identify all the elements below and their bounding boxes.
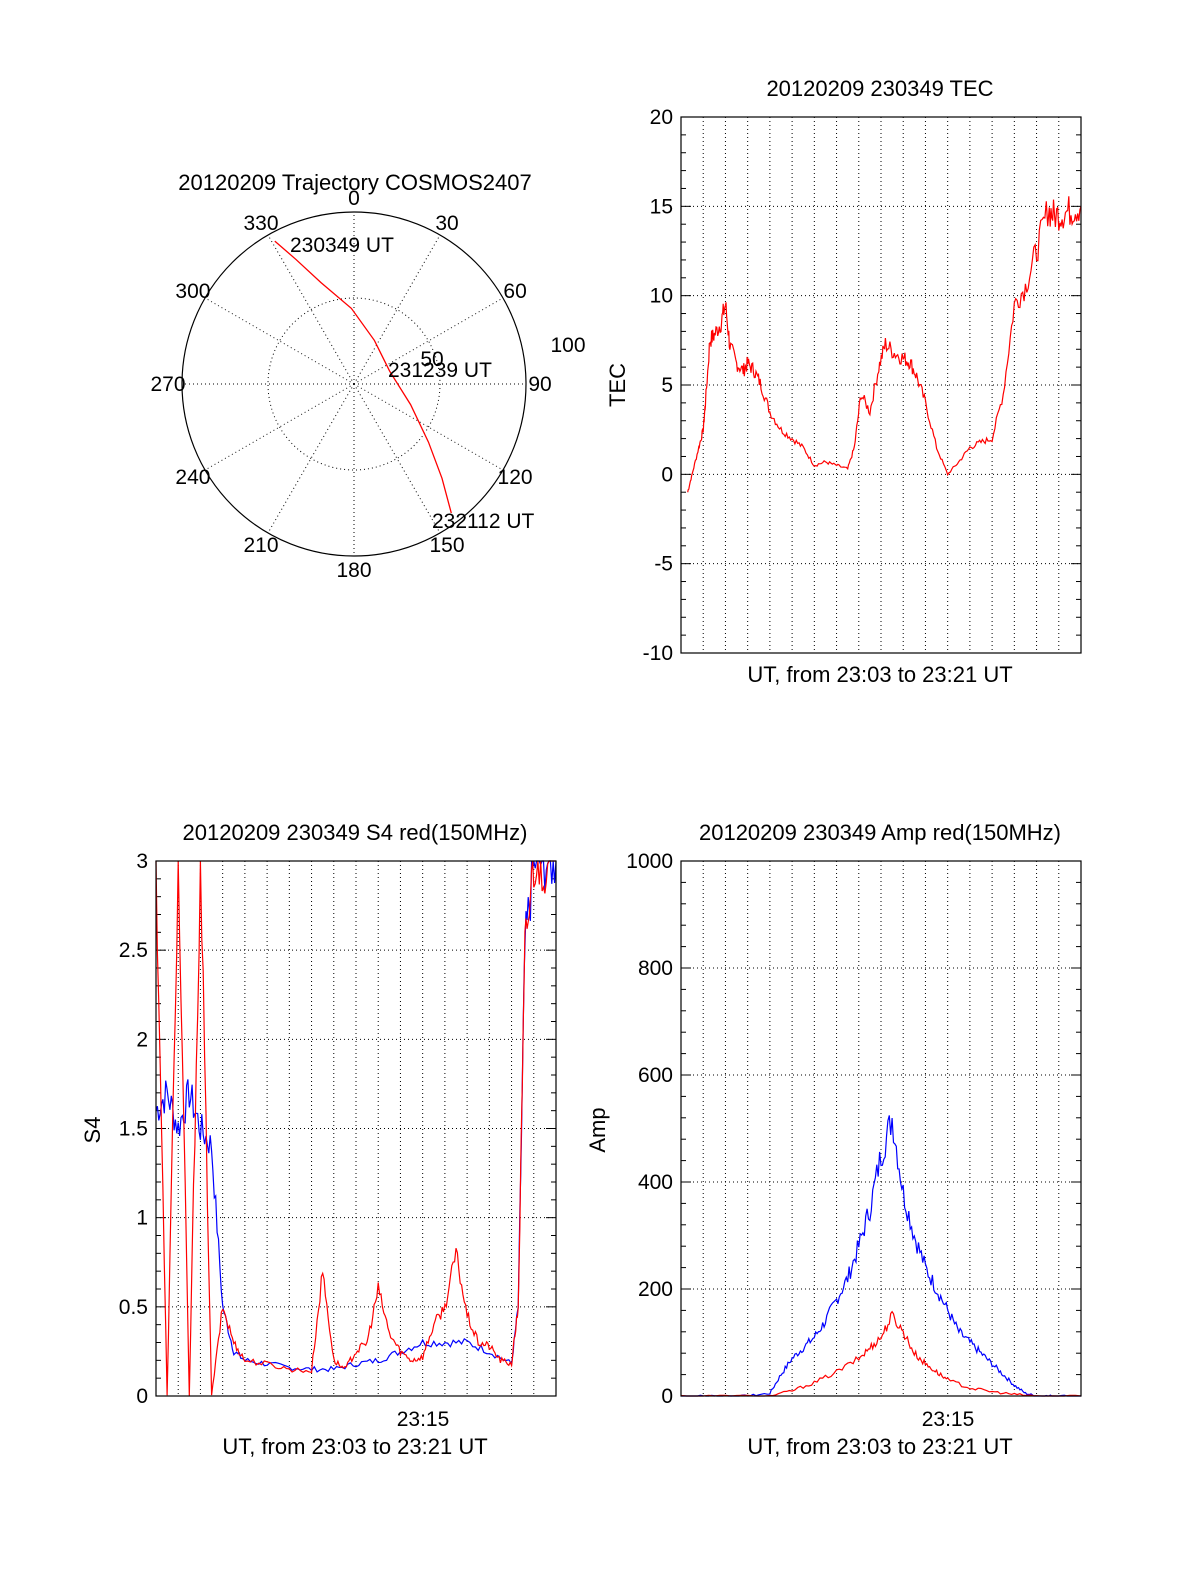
polar-spoke bbox=[353, 297, 504, 385]
polar-radial-label: 50 bbox=[420, 348, 443, 371]
s4-y-tick-label: 3 bbox=[136, 850, 148, 873]
polar-spoke bbox=[353, 383, 441, 534]
polar-outer-circle bbox=[181, 211, 527, 557]
polar-grid-circle bbox=[267, 297, 441, 471]
tec-series-line-1 bbox=[687, 196, 1082, 493]
tec-y-tick-label: 5 bbox=[661, 374, 673, 397]
polar-trajectory-chart: 20120209 Trajectory COSMOS2407 0 30 60 90 12… bbox=[150, 170, 585, 582]
amp-x-axis-label: UT, from 23:03 to 23:21 UT bbox=[747, 1434, 1012, 1459]
polar-angle-label: 300 bbox=[175, 280, 210, 303]
amp-plot-frame bbox=[680, 860, 1082, 1397]
polar-spoke bbox=[267, 383, 355, 534]
tec-y-axis-label: TEC bbox=[605, 363, 630, 407]
tec-y-tick-label: -5 bbox=[654, 553, 673, 576]
s4-plot-frame bbox=[155, 860, 557, 1397]
tec-title: 20120209 230349 TEC bbox=[766, 76, 993, 101]
amp-y-tick-label: 0 bbox=[661, 1385, 673, 1408]
s4-x-axis-label: UT, from 23:03 to 23:21 UT bbox=[222, 1434, 487, 1459]
tec-plot-frame bbox=[680, 116, 1082, 654]
polar-spoke bbox=[353, 383, 504, 471]
amp-chart: 20120209 230349 Amp red(150MHz) UT, from… bbox=[585, 820, 1082, 1459]
polar-angle-label: 60 bbox=[503, 280, 526, 303]
s4-y-tick-label: 1.5 bbox=[119, 1118, 148, 1141]
polar-annotation-start: 230349 UT bbox=[290, 234, 394, 257]
polar-angle-label: 150 bbox=[429, 534, 464, 557]
polar-annotation-mid: 231239 UT bbox=[388, 359, 492, 382]
amp-y-tick-label: 600 bbox=[638, 1064, 673, 1087]
polar-spoke bbox=[204, 297, 355, 385]
amp-y-tick-label: 800 bbox=[638, 957, 673, 980]
amp-x-tick-label: 23:15 bbox=[922, 1408, 975, 1431]
polar-angle-label: 210 bbox=[243, 534, 278, 557]
s4-chart: 20120209 230349 S4 red(150MHz) UT, from … bbox=[80, 820, 557, 1459]
s4-title: 20120209 230349 S4 red(150MHz) bbox=[183, 820, 528, 845]
tec-chart: 20120209 230349 TEC UT, from 23:03 to 23… bbox=[605, 76, 1082, 687]
polar-angle-label: 120 bbox=[498, 466, 533, 489]
s4-y-tick-label: 0 bbox=[136, 1385, 148, 1408]
s4-y-tick-label: 1 bbox=[136, 1207, 148, 1230]
tec-y-tick-label: 10 bbox=[650, 285, 673, 308]
s4-series-line-2 bbox=[155, 860, 556, 1397]
tec-y-tick-label: 15 bbox=[650, 195, 673, 218]
polar-spoke bbox=[267, 234, 355, 385]
amp-title: 20120209 230349 Amp red(150MHz) bbox=[699, 820, 1061, 845]
polar-spoke bbox=[204, 383, 355, 471]
polar-angle-label: 30 bbox=[435, 212, 458, 235]
polar-spoke bbox=[353, 234, 441, 385]
polar-angle-label: 270 bbox=[150, 373, 185, 396]
tec-y-tick-label: 20 bbox=[650, 106, 673, 129]
s4-y-axis-label: S4 bbox=[80, 1117, 105, 1144]
polar-trajectory-line bbox=[274, 240, 452, 514]
polar-angle-label: 240 bbox=[175, 466, 210, 489]
tec-y-tick-label: -10 bbox=[643, 642, 673, 665]
polar-radial-label: 100 bbox=[550, 334, 585, 357]
polar-angle-label: 0 bbox=[348, 187, 360, 210]
s4-y-tick-label: 2.5 bbox=[119, 939, 148, 962]
polar-angle-label: 330 bbox=[243, 212, 278, 235]
s4-x-tick-label: 23:15 bbox=[397, 1408, 450, 1431]
amp-series-line-2 bbox=[680, 1310, 1082, 1397]
polar-angle-label: 90 bbox=[528, 373, 551, 396]
s4-y-tick-label: 0.5 bbox=[119, 1296, 148, 1319]
amp-series-line-1 bbox=[680, 1115, 1081, 1397]
tec-x-axis-label: UT, from 23:03 to 23:21 UT bbox=[747, 662, 1012, 687]
amp-y-tick-label: 1000 bbox=[626, 850, 673, 873]
polar-title: 20120209 Trajectory COSMOS2407 bbox=[178, 170, 531, 195]
amp-y-axis-label: Amp bbox=[585, 1107, 610, 1152]
amp-y-tick-label: 200 bbox=[638, 1278, 673, 1301]
s4-y-tick-label: 2 bbox=[136, 1028, 148, 1051]
polar-angle-label: 180 bbox=[336, 559, 371, 582]
tec-y-tick-label: 0 bbox=[661, 463, 673, 486]
polar-annotation-end: 232112 UT bbox=[432, 510, 535, 533]
amp-y-tick-label: 400 bbox=[638, 1171, 673, 1194]
